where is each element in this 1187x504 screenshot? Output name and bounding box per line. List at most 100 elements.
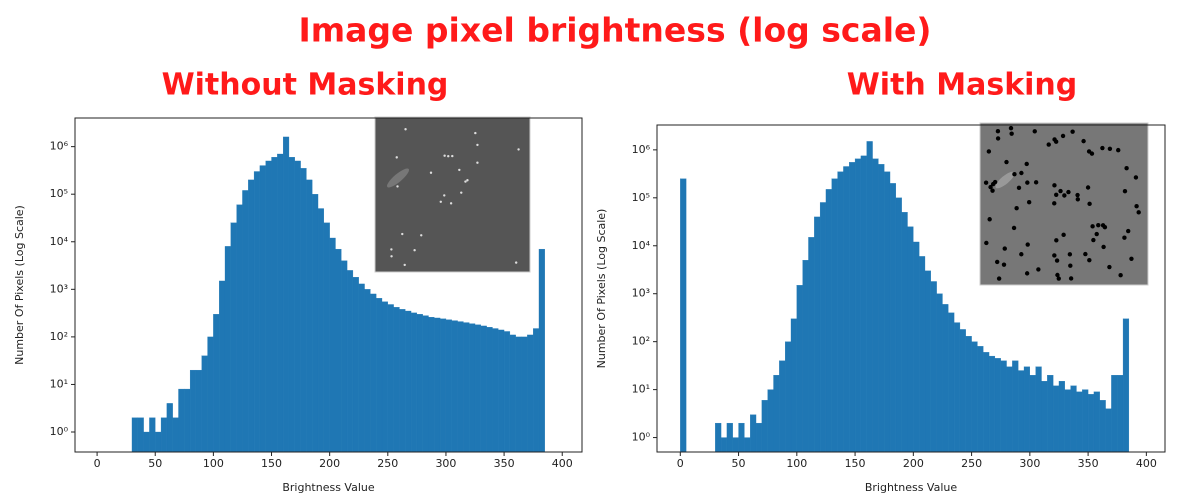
figure-title: Image pixel brightness (log scale) xyxy=(299,11,932,50)
inset-mask xyxy=(1062,193,1066,197)
inset-star xyxy=(420,234,422,236)
bar xyxy=(966,336,972,452)
bar xyxy=(1100,400,1106,452)
inset-mask xyxy=(1107,265,1111,269)
y-tick-label: 10⁰ xyxy=(632,431,651,444)
y-tick-label: 10² xyxy=(632,335,650,348)
bar xyxy=(733,438,739,452)
bar xyxy=(925,271,931,452)
inset-mask xyxy=(1126,229,1130,233)
inset-mask xyxy=(987,217,991,221)
bar xyxy=(178,389,184,452)
x-tick-label: 350 xyxy=(494,457,515,470)
inset-mask xyxy=(1129,257,1133,261)
bar xyxy=(434,318,440,452)
inset-mask xyxy=(1134,175,1138,179)
bar xyxy=(242,190,248,452)
bar xyxy=(341,261,347,452)
inset-star xyxy=(440,201,442,203)
x-tick-label: 350 xyxy=(1078,457,1099,470)
inset-mask xyxy=(1057,276,1061,280)
y-axis-label: Number Of Pixels (Log Scale) xyxy=(13,205,26,365)
bar xyxy=(155,432,161,452)
bar xyxy=(388,304,394,452)
inset-mask xyxy=(1069,276,1073,280)
bar xyxy=(527,335,533,452)
inset-mask xyxy=(1026,242,1030,246)
bar xyxy=(260,166,266,452)
bar xyxy=(942,304,948,452)
inset-mask xyxy=(1012,226,1016,230)
inset-mask xyxy=(987,149,991,153)
inset-star xyxy=(476,144,478,146)
inset-star xyxy=(443,194,445,196)
bar xyxy=(1117,375,1123,452)
bar xyxy=(756,423,762,452)
inset-mask xyxy=(1070,129,1074,133)
bar xyxy=(318,209,324,452)
bar xyxy=(1024,367,1030,452)
bar xyxy=(954,323,960,452)
x-tick-label: 100 xyxy=(203,457,224,470)
inset-mask xyxy=(984,180,988,184)
inset-star xyxy=(390,255,392,257)
inset-star xyxy=(390,248,392,250)
bar xyxy=(937,294,943,452)
bar xyxy=(1001,361,1007,452)
y-tick-label: 10³ xyxy=(632,287,650,300)
inset-mask xyxy=(996,129,1000,133)
bar xyxy=(533,329,539,452)
bar xyxy=(873,159,879,452)
inset-mask xyxy=(996,136,1000,140)
bar xyxy=(330,238,336,452)
bar xyxy=(149,418,155,452)
y-tick-label: 10⁴ xyxy=(632,239,651,252)
y-tick-label: 10⁵ xyxy=(632,191,650,204)
bar xyxy=(908,227,914,452)
y-tick-label: 10⁶ xyxy=(632,143,651,156)
inset-mask xyxy=(1095,232,1099,236)
bar xyxy=(989,356,995,452)
bar xyxy=(797,285,803,452)
y-tick-label: 10⁴ xyxy=(50,235,69,248)
bar xyxy=(1007,367,1013,452)
bar xyxy=(237,205,243,452)
inset-star xyxy=(404,128,406,130)
inset-mask xyxy=(1054,193,1058,197)
x-tick-label: 250 xyxy=(961,457,982,470)
bar xyxy=(440,319,446,452)
x-tick-label: 150 xyxy=(261,457,282,470)
bar xyxy=(995,358,1001,452)
bar xyxy=(1123,319,1129,452)
inset-star xyxy=(466,179,468,181)
chart-title: Without Masking xyxy=(162,68,449,103)
inset-mask xyxy=(1012,172,1016,176)
inset-mask xyxy=(1036,267,1040,271)
inset-mask xyxy=(1108,147,1112,151)
bar xyxy=(277,154,283,452)
x-tick-label: 250 xyxy=(377,457,398,470)
bar xyxy=(1082,390,1088,452)
inset-mask xyxy=(1052,183,1056,187)
inset-mask xyxy=(1134,204,1138,208)
bar xyxy=(359,284,365,452)
x-tick-label: 100 xyxy=(786,457,807,470)
bar xyxy=(539,249,545,452)
bar xyxy=(283,137,289,452)
bar xyxy=(849,162,855,452)
bar xyxy=(791,319,797,452)
bar xyxy=(405,311,411,452)
y-tick-label: 10⁰ xyxy=(50,425,69,438)
bar xyxy=(1094,392,1100,452)
inset-star xyxy=(443,155,445,157)
x-tick-label: 400 xyxy=(552,457,573,470)
bar xyxy=(1053,386,1059,452)
bar xyxy=(423,316,429,452)
inset-mask xyxy=(1019,171,1023,175)
inset-mask xyxy=(1052,253,1056,257)
bar xyxy=(983,352,989,452)
inset-mask xyxy=(1009,131,1013,135)
inset-mask xyxy=(1003,246,1007,250)
y-tick-label: 10¹ xyxy=(632,383,650,396)
bar xyxy=(884,172,890,452)
